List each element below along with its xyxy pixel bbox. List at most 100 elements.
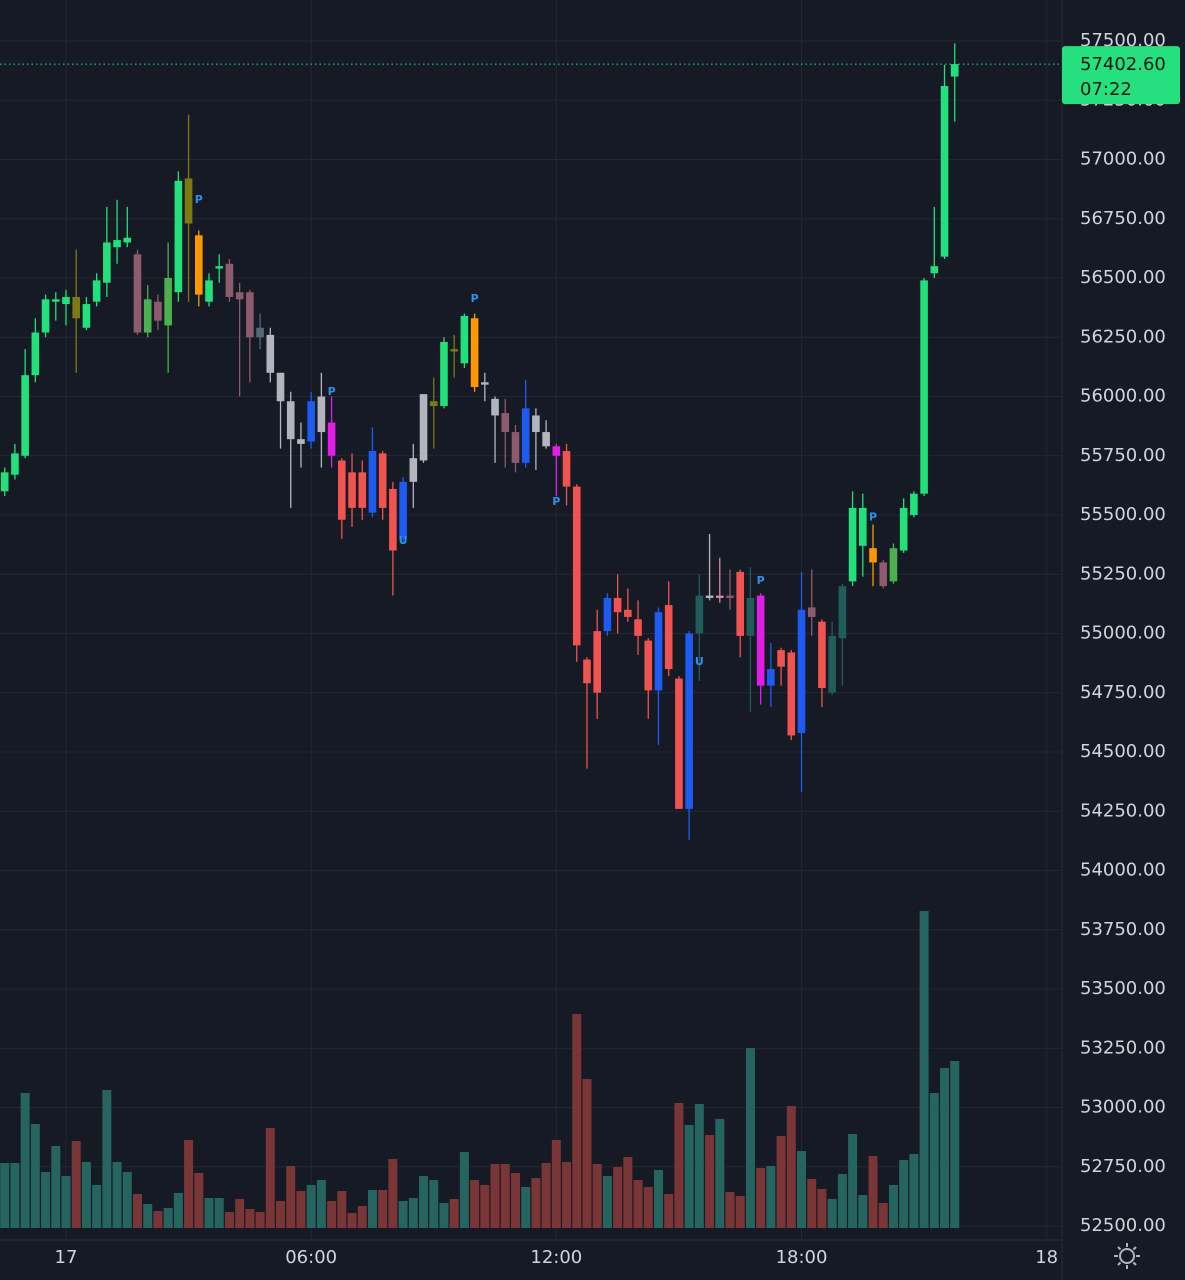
candle-body: [470, 318, 479, 388]
signal-label: P: [869, 510, 877, 523]
y-tick-label: 53000.00: [1080, 1097, 1166, 1118]
y-tick-label: 56750.00: [1080, 208, 1166, 229]
candle-body: [133, 254, 142, 333]
candle-body: [644, 640, 653, 691]
y-tick-label: 55500.00: [1080, 504, 1166, 525]
volume-bar: [122, 1172, 132, 1228]
candle-body: [154, 301, 162, 321]
volume-bar: [817, 1189, 827, 1228]
volume-bar: [92, 1185, 102, 1228]
volume-bar: [316, 1180, 326, 1228]
candle-body: [950, 64, 959, 77]
candle-body: [664, 605, 673, 670]
y-tick-label: 56500.00: [1080, 267, 1166, 288]
candle-body: [675, 678, 683, 809]
volume-bar: [940, 1068, 950, 1228]
y-tick-label: 52750.00: [1080, 1156, 1166, 1177]
candle-body: [92, 280, 101, 302]
candle-body: [82, 304, 91, 328]
volume-bar: [439, 1203, 449, 1228]
volume-bar: [41, 1172, 51, 1228]
volume-bar: [807, 1179, 817, 1228]
signal-label: U: [399, 534, 408, 547]
candle-body: [113, 240, 121, 248]
candle-body: [194, 235, 203, 295]
volume-bar: [286, 1166, 296, 1228]
volume-bar: [827, 1199, 837, 1228]
volume-bar: [878, 1203, 888, 1228]
volume-bar: [592, 1164, 602, 1228]
volume-bar: [214, 1198, 224, 1228]
candle-body: [685, 633, 693, 809]
volume-bar: [797, 1151, 807, 1228]
volume-bar: [541, 1163, 551, 1228]
volume-bar: [265, 1128, 275, 1228]
volume-bar: [378, 1190, 388, 1228]
volume-bar: [868, 1156, 878, 1228]
candle-body: [317, 396, 326, 433]
volume-bar: [582, 1079, 592, 1228]
candle-body: [358, 472, 367, 508]
candle-body: [818, 621, 826, 689]
candle-body: [889, 548, 898, 582]
candle-body: [62, 296, 70, 305]
candle-body: [869, 548, 877, 563]
volume-bar: [337, 1191, 347, 1228]
volume-bar: [786, 1106, 796, 1228]
settings-icon[interactable]: [1114, 1243, 1140, 1269]
candle-body: [450, 349, 458, 352]
volume-bar: [674, 1103, 684, 1228]
candle-body: [807, 607, 816, 617]
candle-body: [797, 609, 806, 734]
volume-bar: [572, 1014, 582, 1228]
candle-body: [460, 315, 469, 364]
volume-bar: [633, 1180, 643, 1228]
volume-bar: [459, 1152, 469, 1228]
y-tick-label: 56250.00: [1080, 326, 1166, 347]
volume-bar: [643, 1187, 653, 1228]
volume-bar: [510, 1173, 520, 1228]
candle-body: [848, 507, 857, 582]
volume-bar: [194, 1173, 204, 1228]
candle-body: [562, 451, 571, 487]
volume-bar: [112, 1162, 122, 1228]
volume-bar: [950, 1061, 960, 1228]
volume-bar: [184, 1140, 194, 1228]
candle-body: [41, 299, 50, 333]
volume-bar: [398, 1201, 408, 1228]
volume-bar: [204, 1198, 214, 1228]
candle-body: [235, 292, 244, 300]
volume-bar: [776, 1136, 786, 1228]
volume-bar: [858, 1195, 868, 1228]
candle-body: [767, 669, 775, 686]
y-tick-label: 52500.00: [1080, 1215, 1166, 1236]
candle-body: [726, 595, 734, 598]
price-badge: [1062, 46, 1180, 105]
y-tick-label: 55000.00: [1080, 623, 1166, 644]
candle-body: [705, 595, 714, 598]
candle-body: [910, 493, 918, 516]
volume-bar: [61, 1176, 71, 1228]
volume-bar: [551, 1140, 561, 1228]
candle-body: [603, 597, 612, 632]
volume-bar: [347, 1213, 357, 1228]
candle-body: [368, 451, 377, 513]
volume-bar: [419, 1176, 429, 1228]
signal-label: P: [757, 574, 765, 587]
candle-body: [879, 562, 888, 587]
candle-body: [593, 631, 601, 693]
candle-body: [613, 597, 622, 613]
candle-body: [409, 458, 418, 482]
volume-bar: [531, 1178, 541, 1228]
volume-bar: [449, 1199, 459, 1228]
candle-body: [930, 266, 939, 274]
candle-body: [286, 401, 295, 440]
candle-body: [205, 280, 213, 302]
candle-body: [521, 408, 530, 463]
volume-bar: [429, 1180, 439, 1228]
signal-label: P: [552, 495, 560, 508]
candle-body: [327, 422, 336, 456]
candle-body: [266, 334, 275, 373]
